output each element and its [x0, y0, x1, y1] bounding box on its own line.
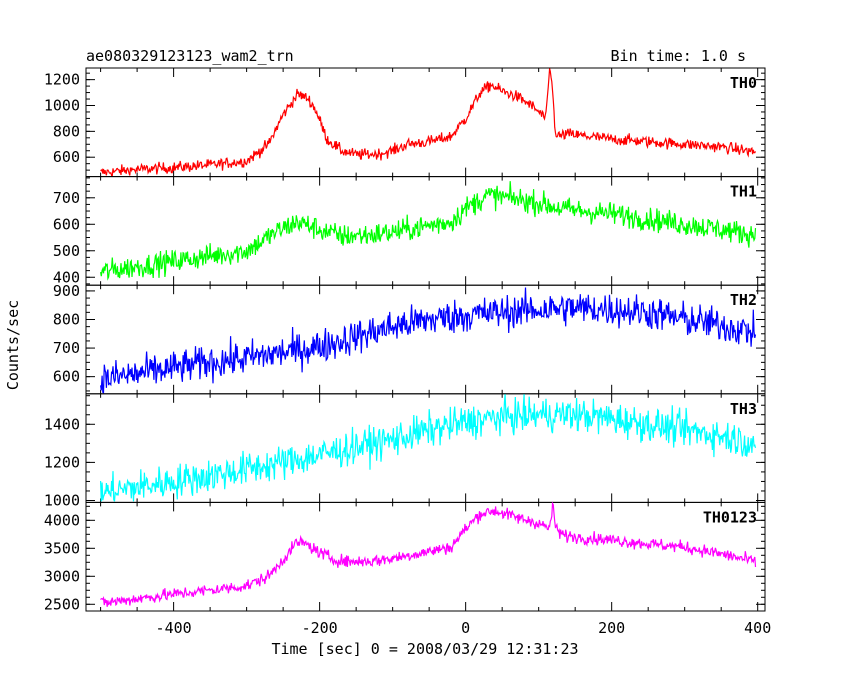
x-tick-label: 400 — [744, 619, 771, 637]
x-tick-label: 0 — [461, 619, 470, 637]
x-tick-label: 200 — [598, 619, 625, 637]
panel-name-label: TH3 — [730, 400, 757, 418]
panel-th1: 400 500 600 700 TH1 — [53, 176, 766, 286]
panel-th0: 600 800 1000 1200 TH0 — [44, 67, 766, 178]
panel-stack: 600 800 1000 1200 TH0 400 500 600 700 TH1 600 700 80… — [44, 67, 771, 637]
y-tick-label: 3000 — [44, 567, 80, 585]
y-tick-label: 1000 — [44, 96, 80, 114]
series-line-th2 — [100, 287, 757, 394]
y-tick-label: 1200 — [44, 71, 80, 89]
x-tick-label: -400 — [156, 619, 192, 637]
series-line-th0123 — [100, 501, 757, 607]
panel-name-label: TH2 — [730, 291, 757, 309]
y-tick-label: 400 — [53, 268, 80, 286]
panel-frame — [85, 393, 766, 503]
panel-frame — [85, 67, 766, 178]
panel-frame — [85, 284, 766, 395]
y-tick-label: 2500 — [44, 595, 80, 613]
y-tick-label: 3500 — [44, 539, 80, 557]
panel-th0123: 2500 3000 3500 4000 TH0123 — [44, 501, 766, 613]
panel-name-label: TH1 — [730, 183, 757, 201]
x-axis-label: Time [sec] 0 = 2008/03/29 12:31:23 — [271, 640, 578, 658]
y-tick-label: 600 — [53, 215, 80, 233]
series-line-th0 — [100, 68, 757, 177]
panel-name-label: TH0 — [730, 74, 757, 92]
y-tick-label: 1200 — [44, 453, 80, 471]
panel-th2: 600 700 800 900 TH2 — [53, 282, 766, 395]
plot-title: ae080329123123_wam2_trn — [86, 47, 294, 65]
y-tick-label: 600 — [53, 148, 80, 166]
x-tick-label: -200 — [302, 619, 338, 637]
y-tick-label: 700 — [53, 189, 80, 207]
panel-th3: 1000 1200 1400 TH3 — [44, 393, 766, 509]
panel-frame — [85, 501, 766, 612]
y-tick-label: 1000 — [44, 491, 80, 509]
y-tick-label: 1400 — [44, 415, 80, 433]
bin-time-label: Bin time: 1.0 s — [611, 47, 746, 65]
series-line-th1 — [100, 181, 757, 281]
y-tick-label: 500 — [53, 242, 80, 260]
y-tick-label: 700 — [53, 339, 80, 357]
y-tick-label: 4000 — [44, 511, 80, 529]
series-line-th3 — [100, 394, 757, 502]
y-tick-label: 900 — [53, 282, 80, 300]
y-tick-label: 800 — [53, 310, 80, 328]
panel-name-label: TH0123 — [703, 508, 757, 526]
y-tick-label: 600 — [53, 368, 80, 386]
panel-frame — [85, 176, 766, 286]
y-axis-label: Counts/sec — [4, 300, 22, 390]
y-tick-label: 800 — [53, 122, 80, 140]
